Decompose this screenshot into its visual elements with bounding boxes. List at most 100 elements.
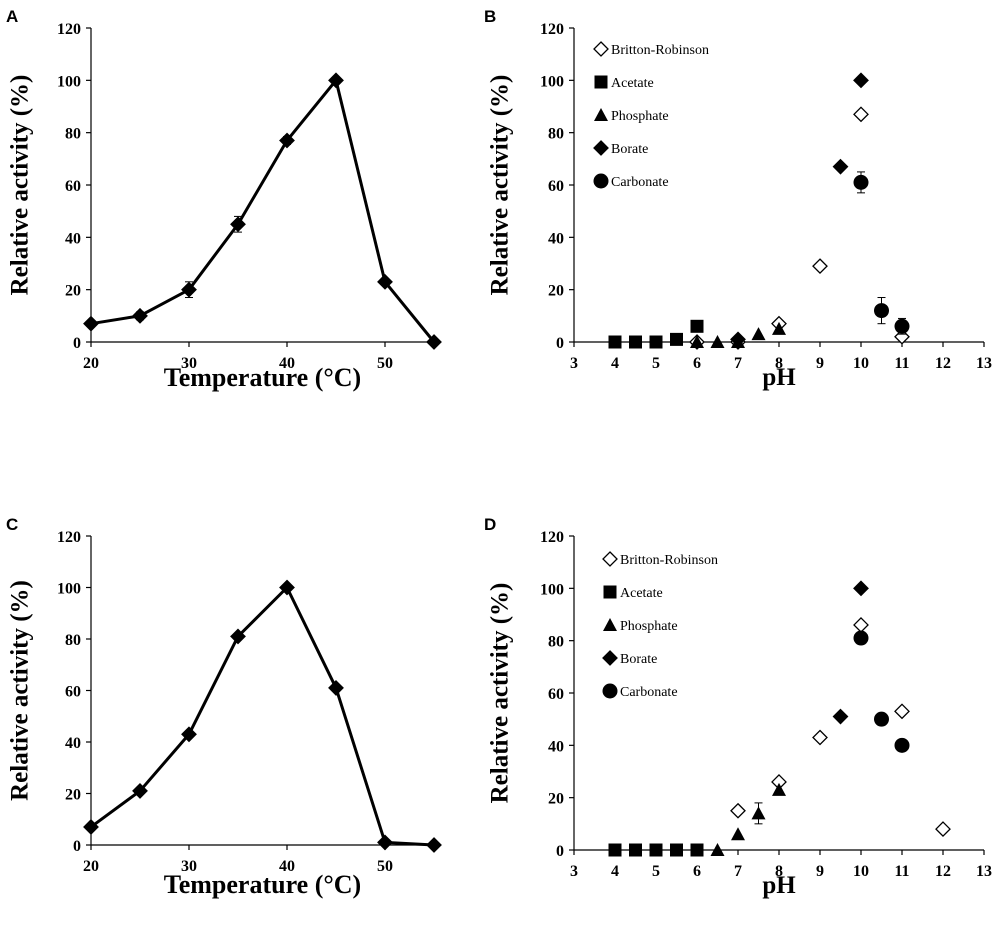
data-point xyxy=(181,726,197,743)
y-tick-label: 20 xyxy=(65,283,81,300)
legend-marker xyxy=(603,618,617,631)
data-point xyxy=(690,335,704,348)
data-point xyxy=(426,334,442,350)
legend-marker xyxy=(602,650,618,666)
data-point xyxy=(690,843,704,857)
panel-letter: D xyxy=(484,515,496,534)
legend-marker xyxy=(593,173,609,189)
data-point xyxy=(853,580,869,597)
legend-item: Acetate xyxy=(603,585,663,601)
x-tick-label: 30 xyxy=(181,355,197,372)
data-point xyxy=(812,729,828,746)
data-point xyxy=(649,335,663,349)
data-point xyxy=(935,821,951,837)
data-point xyxy=(328,72,344,89)
data-point xyxy=(812,258,828,275)
x-tick-label: 4 xyxy=(611,863,619,880)
y-tick-label: 20 xyxy=(548,283,564,300)
data-point xyxy=(132,307,148,324)
y-tick-label: 80 xyxy=(65,632,81,649)
legend-marker xyxy=(602,551,618,567)
data-point xyxy=(731,827,745,841)
legend-label: Britton-Robinson xyxy=(611,43,709,58)
data-point xyxy=(670,843,683,857)
series-relative-activity xyxy=(83,579,442,853)
x-tick-label: 10 xyxy=(853,355,869,372)
x-tick-label: 3 xyxy=(570,355,578,372)
data-point xyxy=(629,335,642,349)
y-tick-label: 60 xyxy=(65,178,81,195)
series-carbonate xyxy=(853,171,910,335)
x-axis-title: Temperature (°C) xyxy=(164,870,361,899)
data-point xyxy=(377,834,393,851)
y-tick-label: 120 xyxy=(540,21,564,38)
legend-item: Carbonate xyxy=(593,173,669,190)
x-tick-label: 8 xyxy=(775,863,783,880)
x-tick-label: 30 xyxy=(181,858,197,875)
x-tick-label: 12 xyxy=(935,863,951,880)
legend-item: Acetate xyxy=(594,75,654,91)
x-tick-label: 5 xyxy=(652,355,660,372)
legend-label: Borate xyxy=(611,142,648,157)
panel-letter: C xyxy=(6,515,18,534)
y-tick-label: 0 xyxy=(556,843,564,860)
x-tick-label: 5 xyxy=(652,863,660,880)
data-point xyxy=(751,327,766,341)
series-britton-robinson xyxy=(730,617,951,837)
y-axis-title: Relative activity (%) xyxy=(7,580,34,801)
x-tick-label: 10 xyxy=(853,863,869,880)
panel-letter: A xyxy=(6,7,18,26)
y-tick-label: 60 xyxy=(548,686,564,703)
y-tick-label: 0 xyxy=(73,838,81,855)
x-tick-label: 40 xyxy=(279,355,295,372)
y-tick-label: 40 xyxy=(548,738,564,755)
legend: Britton-Robinson Acetate Phosphate Borate Ca… xyxy=(593,41,709,190)
data-point xyxy=(649,843,663,857)
x-tick-label: 7 xyxy=(734,355,742,372)
x-tick-label: 11 xyxy=(894,355,909,372)
x-tick-label: 9 xyxy=(816,355,824,372)
legend-marker xyxy=(594,75,608,89)
data-point xyxy=(710,335,725,348)
data-point xyxy=(853,174,869,190)
legend-item: Carbonate xyxy=(602,683,678,700)
data-point xyxy=(426,837,442,853)
x-tick-label: 50 xyxy=(377,858,393,875)
data-point xyxy=(894,318,910,334)
y-axis-title: Relative activity (%) xyxy=(487,75,514,296)
series-line xyxy=(90,586,435,847)
data-point xyxy=(328,680,344,696)
y-tick-label: 80 xyxy=(548,634,564,651)
data-point xyxy=(832,158,849,175)
legend-label: Borate xyxy=(620,652,657,667)
legend-label: Phosphate xyxy=(620,619,678,634)
data-point xyxy=(608,335,622,349)
y-tick-label: 100 xyxy=(57,581,81,598)
data-point xyxy=(690,319,704,333)
x-tick-label: 3 xyxy=(570,863,578,880)
y-tick-label: 100 xyxy=(540,73,564,90)
legend-item: Britton-Robinson xyxy=(593,41,709,58)
series-borate xyxy=(730,72,869,348)
x-axis-title: pH xyxy=(762,364,796,391)
data-point xyxy=(894,737,910,753)
data-point xyxy=(132,783,148,799)
x-tick-label: 4 xyxy=(611,355,619,372)
x-tick-label: 20 xyxy=(83,355,99,372)
data-point xyxy=(853,106,869,123)
data-point xyxy=(751,806,766,820)
data-point xyxy=(629,843,642,857)
legend-item: Phosphate xyxy=(603,618,678,634)
data-point xyxy=(377,273,393,290)
y-tick-label: 0 xyxy=(556,335,564,352)
legend-item: Phosphate xyxy=(594,108,669,124)
legend-label: Phosphate xyxy=(611,109,669,124)
x-tick-label: 50 xyxy=(377,355,393,372)
y-tick-label: 40 xyxy=(548,230,564,247)
series-relative-activity xyxy=(83,72,442,350)
data-point xyxy=(853,72,869,89)
data-point xyxy=(894,703,910,720)
